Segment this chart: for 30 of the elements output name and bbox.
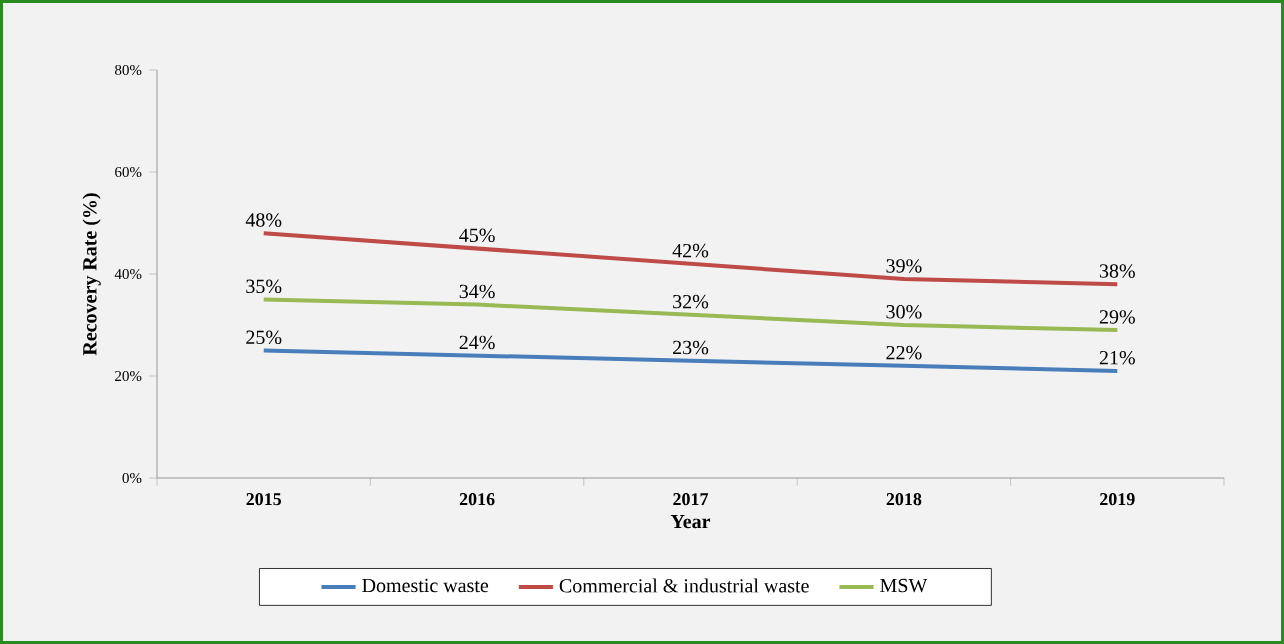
data-label: 24%	[459, 335, 495, 350]
x-tick-label: 2018	[886, 493, 922, 506]
data-label: 22%	[886, 345, 922, 360]
y-tick-label: 40%	[114, 268, 142, 280]
data-label: 45%	[459, 228, 495, 243]
x-tick-label: 2017	[673, 493, 709, 506]
data-label: 48%	[245, 213, 282, 227]
legend-label: MSW	[880, 578, 928, 593]
y-tick-label: 80%	[115, 64, 142, 76]
legend-label: Commercial & industrial waste	[559, 578, 809, 593]
data-label: 34%	[459, 284, 495, 299]
data-label: 30%	[886, 305, 922, 319]
y-tick-label: 60%	[115, 166, 142, 178]
y-tick-label: 20%	[115, 370, 142, 382]
data-label: 29%	[1099, 310, 1135, 324]
data-label: 21%	[1099, 350, 1135, 365]
legend-label: Domestic waste	[362, 578, 489, 593]
data-label: 23%	[673, 340, 709, 355]
x-tick-label: 2015	[246, 493, 282, 506]
data-label: 42%	[672, 243, 709, 258]
data-label: 38%	[1099, 264, 1135, 278]
data-label: 39%	[886, 259, 922, 273]
data-label: 35%	[246, 279, 282, 294]
x-axis-title: Year	[670, 514, 711, 529]
x-tick-label: 2019	[1100, 493, 1135, 506]
x-tick-label: 2016	[459, 493, 495, 506]
y-tick-label: 0%	[122, 472, 142, 484]
data-label: 25%	[246, 330, 282, 345]
y-axis-title: Recovery Rate (%)	[82, 193, 101, 356]
data-label: 32%	[673, 294, 709, 309]
